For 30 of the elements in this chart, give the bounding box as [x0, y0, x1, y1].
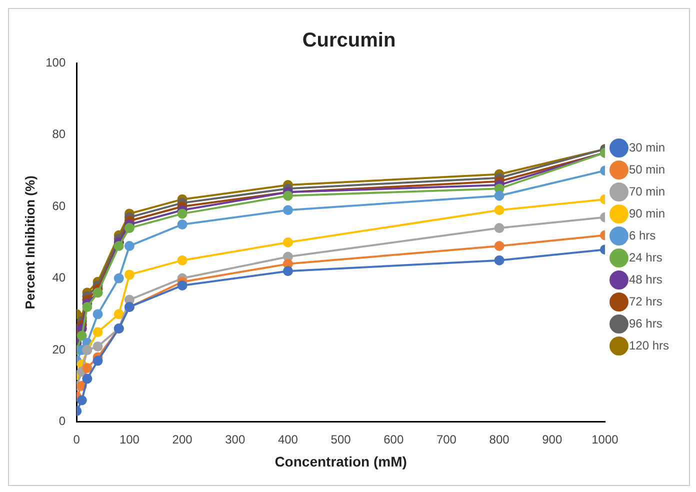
y-tick-label: 100 [46, 55, 66, 70]
legend-label: 96 hrs [628, 316, 662, 330]
legend-label: 72 hrs [628, 294, 662, 308]
legend-label: 30 min [628, 140, 666, 154]
legend-label: 50 min [628, 162, 666, 176]
x-tick-label: 200 [172, 432, 193, 446]
y-tick-label: 40 [52, 270, 66, 285]
legend-label: 70 min [628, 184, 666, 198]
x-tick-label: 100 [119, 432, 140, 446]
legend-label: 6 hrs [628, 228, 656, 242]
x-tick-label: 800 [489, 432, 510, 446]
x-tick-label: 300 [225, 432, 246, 446]
y-axis-title: Percent Inhibition (%) [22, 176, 38, 310]
legend-label: 48 hrs [628, 272, 662, 286]
y-tick-label: 20 [52, 342, 66, 356]
x-tick-label: 1000 [592, 432, 619, 446]
x-tick-label: 700 [436, 432, 457, 446]
x-axis-title: Concentration (mM) [274, 453, 407, 470]
chart-title: Curcumin [302, 30, 396, 52]
y-tick-label: 60 [52, 198, 66, 213]
legend-label: 90 min [628, 206, 666, 220]
y-tick-label: 0 [58, 414, 66, 428]
legend-label: 24 hrs [628, 250, 662, 264]
x-tick-label: 900 [542, 432, 562, 446]
x-tick-label: 600 [384, 432, 404, 446]
y-tick-label: 80 [52, 127, 66, 142]
x-tick-label: 400 [278, 432, 298, 446]
legend-label: 120 hrs [628, 338, 670, 352]
x-tick-label: 500 [330, 432, 352, 446]
x-tick-label: 0 [73, 432, 80, 446]
